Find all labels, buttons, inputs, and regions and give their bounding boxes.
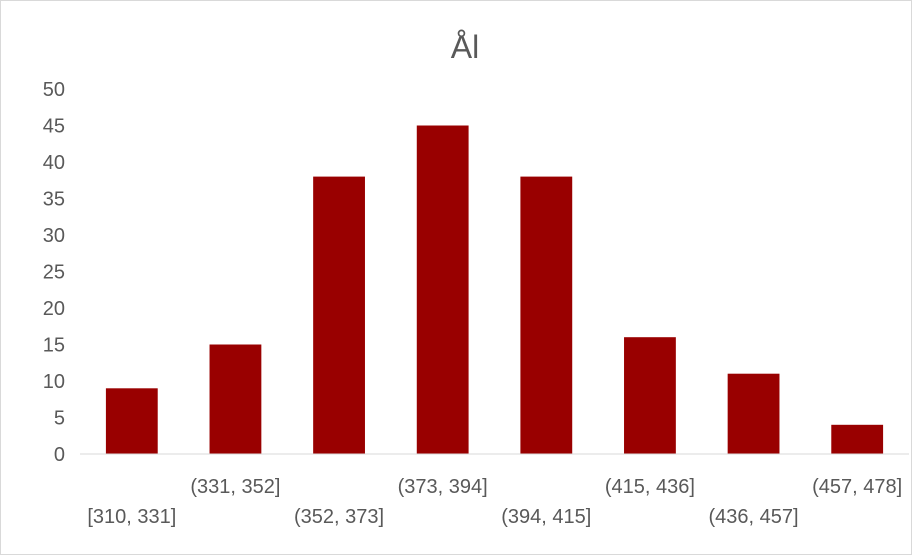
y-tick-label: 0	[54, 444, 65, 466]
y-tick-label: 5	[54, 408, 65, 430]
x-tick-label: (457, 478]	[812, 476, 902, 498]
bar	[727, 373, 780, 454]
x-tick-label: (352, 373]	[294, 506, 384, 528]
bar	[105, 388, 158, 454]
x-axis-tick-labels: [310, 331] (331, 352] (352, 373] (373, 394]…	[87, 476, 902, 528]
bar	[416, 125, 469, 454]
bars	[105, 125, 884, 454]
x-tick-label: (331, 352]	[190, 476, 280, 498]
chart-title: Ål	[451, 29, 479, 65]
x-tick-label: [310, 331]	[87, 506, 176, 528]
y-tick-label: 50	[43, 79, 65, 101]
y-tick-label: 15	[43, 335, 65, 357]
bar	[313, 176, 365, 454]
y-tick-label: 10	[43, 371, 65, 393]
bar	[520, 176, 573, 454]
y-tick-label: 30	[43, 225, 65, 247]
bar	[624, 337, 676, 454]
y-tick-label: 35	[43, 189, 65, 211]
y-tick-label: 40	[43, 152, 65, 174]
bar	[209, 344, 262, 454]
y-tick-label: 20	[43, 298, 65, 320]
y-axis-tick-labels: 0 5 10 15 20 25 30 35 40 45 50	[43, 79, 65, 466]
x-tick-label: (373, 394]	[398, 476, 488, 498]
x-tick-label: (394, 415]	[501, 506, 591, 528]
x-tick-label: (415, 436]	[605, 476, 695, 498]
x-tick-label: (436, 457]	[709, 506, 799, 528]
y-tick-label: 25	[43, 262, 65, 284]
bar	[831, 424, 884, 454]
y-tick-label: 45	[43, 116, 65, 138]
